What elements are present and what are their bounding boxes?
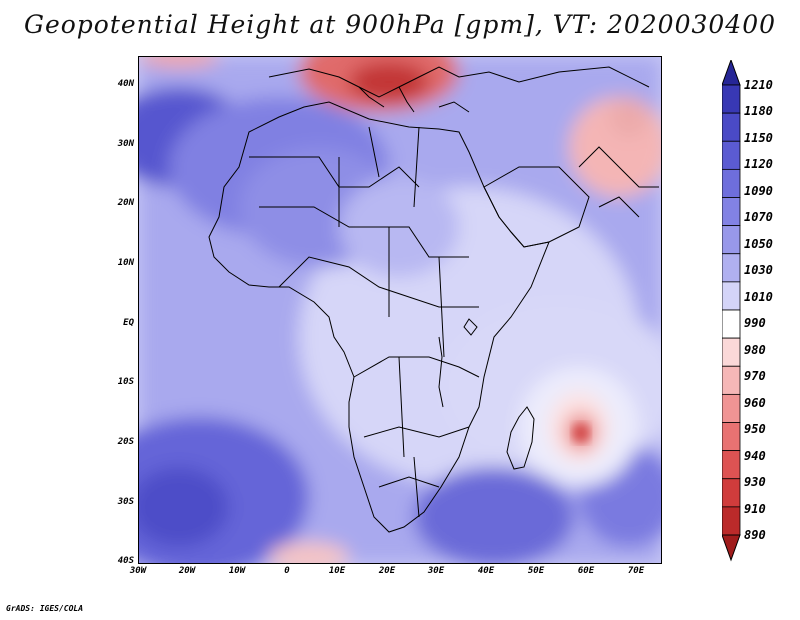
lon-label-60e: 60E: [577, 566, 595, 576]
colorbar-swatch: [722, 422, 741, 452]
lat-label-30n: 30N: [117, 139, 134, 149]
colorbar-label: 1010: [744, 289, 773, 304]
colorbar-label: 1150: [744, 130, 773, 145]
colorbar-top-arrow: [722, 60, 741, 86]
colorbar-swatch: [722, 253, 741, 283]
colorbar-swatch: [722, 506, 741, 536]
lat-label-20n: 20N: [117, 198, 134, 208]
colorbar-label: 910: [744, 501, 766, 516]
colorbar-swatch: [722, 140, 741, 170]
colorbar-swatch: [722, 112, 741, 142]
lat-label-eq: EQ: [123, 318, 134, 328]
colorbar-label: 890: [744, 528, 766, 542]
colorbar-label: 940: [744, 448, 766, 463]
colorbar-swatch: [722, 393, 741, 423]
colorbar-label: 1210: [744, 78, 773, 92]
colorbar-label: 1180: [744, 104, 773, 119]
lon-label-30w: 30W: [129, 566, 147, 576]
lon-label-70e: 70E: [627, 566, 645, 576]
colorbar-swatch: [722, 337, 741, 367]
colorbar-label: 930: [744, 475, 766, 490]
colorbar-label: 1120: [744, 157, 773, 172]
colorbar-label: 980: [744, 342, 766, 357]
lon-label-30e: 30E: [427, 566, 445, 576]
colorbar-label: 990: [744, 316, 766, 331]
lat-label-40n: 40N: [117, 79, 134, 89]
colorbar-swatch: [722, 225, 741, 255]
colorbar-swatch: [722, 197, 741, 227]
colorbar-label: 970: [744, 369, 766, 384]
colorbar-label: 1090: [744, 183, 773, 198]
colorbar: 1210 1180 1150 1120 1090 1070 1050 1030 1010 990 9…: [722, 60, 792, 562]
colorbar-bottom-arrow: [722, 534, 741, 562]
lon-label-40e: 40E: [477, 566, 495, 576]
colorbar-swatch: [722, 309, 741, 339]
lon-label-50e: 50E: [527, 566, 545, 576]
geopotential-field-map: [139, 57, 661, 563]
colorbar-swatches: [722, 84, 741, 536]
colorbar-label: 1050: [744, 236, 773, 251]
colorbar-label: 950: [744, 422, 766, 437]
lon-label-10e: 10E: [328, 566, 346, 576]
colorbar-label: 1070: [744, 210, 773, 225]
colorbar-graphic: [722, 60, 741, 562]
lat-label-40s: 40S: [117, 556, 134, 566]
colorbar-swatch: [722, 84, 741, 114]
lon-label-20w: 20W: [178, 566, 196, 576]
lat-label-10n: 10N: [117, 258, 134, 268]
lat-label-20s: 20S: [117, 437, 134, 447]
colorbar-label: 960: [744, 395, 766, 410]
height-field-shading: [139, 57, 661, 563]
chart-title: Geopotential Height at 900hPa [gpm], VT:…: [23, 10, 777, 39]
colorbar-label: 1030: [744, 263, 773, 278]
colorbar-swatch: [722, 168, 741, 198]
colorbar-swatch: [722, 478, 741, 508]
lon-label-10w: 10W: [228, 566, 246, 576]
lon-label-0: 0: [284, 566, 290, 576]
lon-label-20e: 20E: [378, 566, 396, 576]
colorbar-swatch: [722, 281, 741, 311]
lat-label-10s: 10S: [117, 377, 134, 387]
map-panel: [138, 56, 662, 564]
colorbar-swatch: [722, 365, 741, 395]
coastline-outlines: [208, 66, 659, 533]
lat-label-30s: 30S: [117, 497, 134, 507]
footer-credit: GrADS: IGES/COLA: [6, 604, 84, 613]
colorbar-swatch: [722, 450, 741, 480]
